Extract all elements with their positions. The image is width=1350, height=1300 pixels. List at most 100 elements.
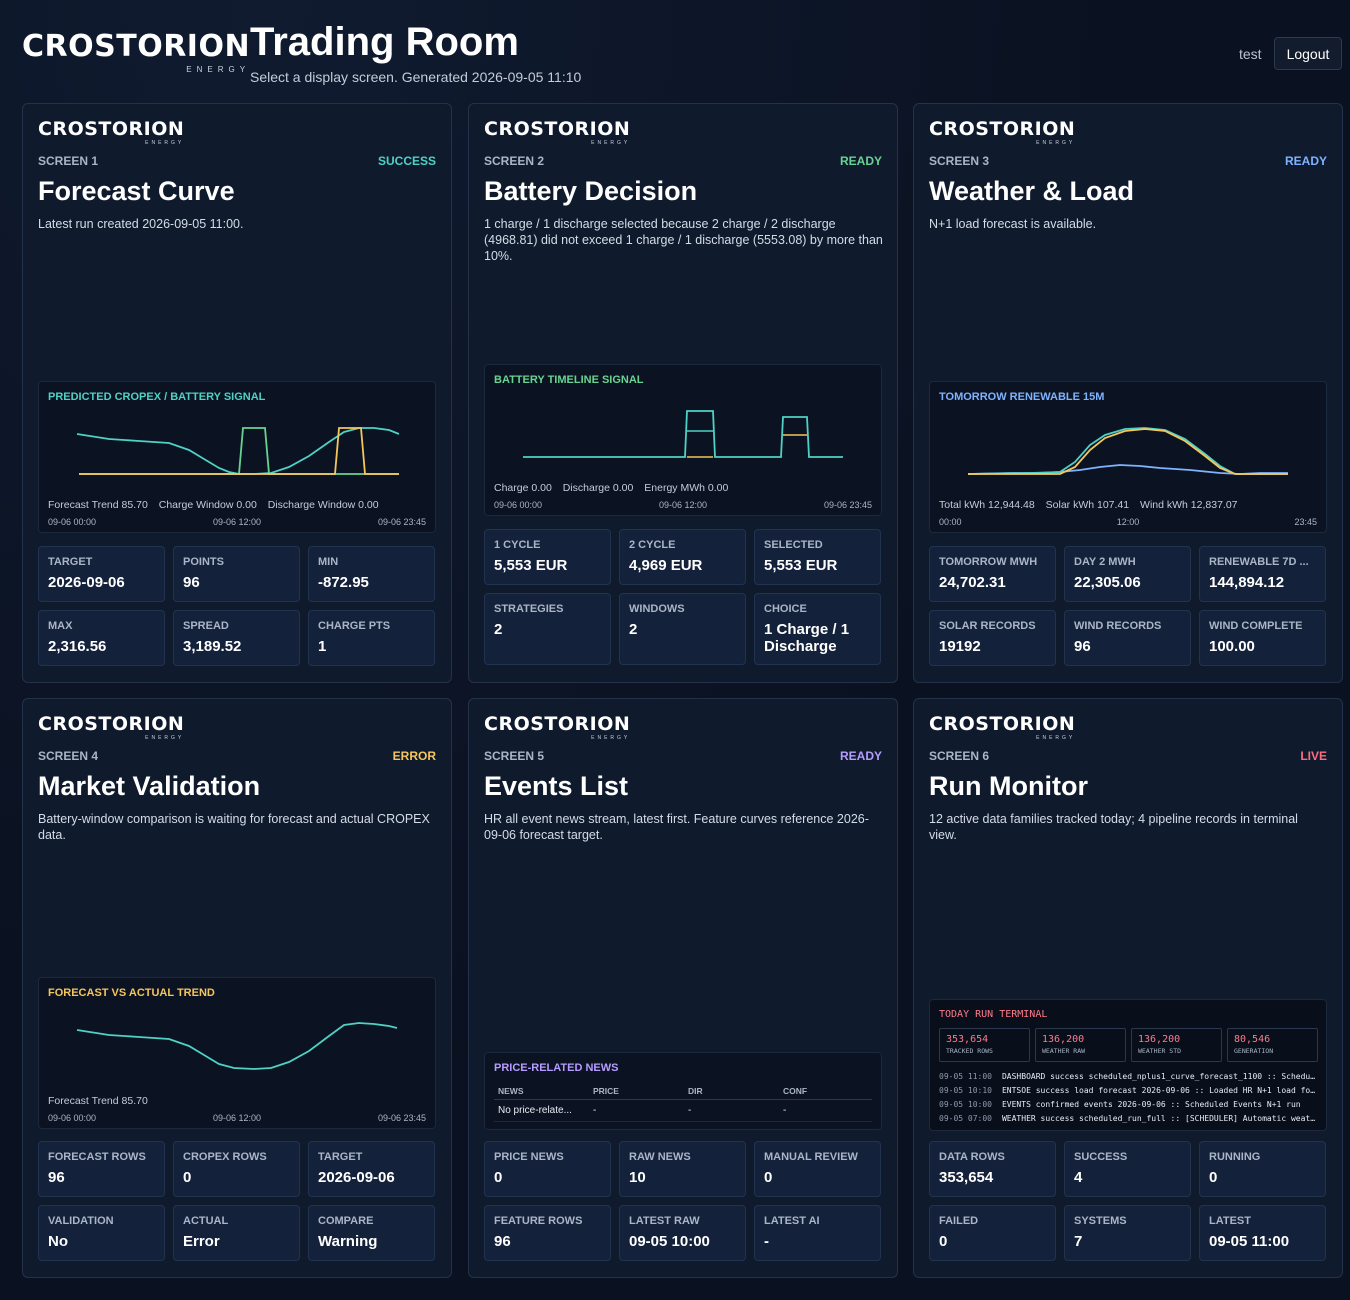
stat-label: SUCCESS: [1074, 1151, 1128, 1163]
stat-latest-raw: LATEST RAW 09-05 10:00: [619, 1205, 746, 1261]
stat-label: FORECAST ROWS: [48, 1151, 146, 1163]
stats-grid: 1 CYCLE 5,553 EUR 2 CYCLE 4,969 EUR SELECT…: [484, 529, 882, 665]
card-logo-word: CROSTORION: [929, 118, 1076, 140]
stat-target: TARGET 2026-09-06: [38, 546, 165, 602]
log-timestamp: 09-05 10:00: [939, 1100, 992, 1109]
screen-card-forecast-curve[interactable]: CROSTORION ENERGY SCREEN 1 SUCCESS Forec…: [22, 103, 452, 683]
x-tick: 00:00: [939, 517, 962, 527]
screen-card-battery-decision[interactable]: CROSTORION ENERGY SCREEN 2 READY Battery…: [468, 103, 898, 683]
chart-title: PREDICTED CROPEX / BATTERY SIGNAL: [48, 391, 266, 403]
user-name: test: [1239, 46, 1262, 62]
stat-value: 10: [629, 1169, 646, 1186]
stat-label: CHOICE: [764, 603, 807, 615]
stat-value: 0: [1209, 1169, 1218, 1186]
stat-label: COMPARE: [318, 1215, 374, 1227]
stat-label: PRICE NEWS: [494, 1151, 564, 1163]
screen-card-weather-load[interactable]: CROSTORION ENERGY SCREEN 3 READY Weather…: [913, 103, 1343, 683]
stat-solar-records: SOLAR RECORDS 19192: [929, 610, 1056, 666]
screen-label: SCREEN 5: [484, 749, 545, 763]
terminal-title: TODAY RUN TERMINAL: [939, 1009, 1048, 1020]
screen-card-run-monitor[interactable]: CROSTORION ENERGY SCREEN 6 LIVE Run Moni…: [913, 698, 1343, 1278]
stat-latest-ai: LATEST AI -: [754, 1205, 881, 1261]
stat-tomorrow-mwh: TOMORROW MWH 24,702.31: [929, 546, 1056, 602]
cell-dir: -: [684, 1099, 779, 1122]
stat-label: WIND COMPLETE: [1209, 620, 1303, 632]
legend-total: Total kWh 12,944.48: [939, 499, 1035, 511]
page-subtitle: Select a display screen. Generated 2026-…: [250, 69, 582, 85]
stat-value: 100.00: [1209, 638, 1255, 655]
stat-label: TARGET: [318, 1151, 363, 1163]
stat-compare: COMPARE Warning: [308, 1205, 435, 1261]
stat-value: 19192: [939, 638, 981, 655]
card-title: Events List: [484, 771, 629, 801]
stat-value: 7: [1074, 1233, 1083, 1250]
card-logo-word: CROSTORION: [38, 713, 185, 735]
stat-label: TARGET: [48, 556, 93, 568]
card-description: 12 active data families tracked today; 4…: [929, 812, 1298, 842]
stat-value: 1: [318, 638, 327, 655]
stat-label: WINDOWS: [629, 603, 685, 615]
stat-label: RAW NEWS: [629, 1151, 691, 1163]
card-description: Battery-window comparison is waiting for…: [38, 812, 430, 842]
card-title: Battery Decision: [484, 176, 698, 206]
status-badge: LIVE: [1300, 749, 1327, 763]
screen-label: SCREEN 3: [929, 154, 990, 168]
screen-card-market-validation[interactable]: CROSTORION ENERGY SCREEN 4 ERROR Market …: [22, 698, 452, 1278]
stat-label: LATEST: [1209, 1215, 1251, 1227]
log-timestamp: 09-05 10:10: [939, 1086, 992, 1095]
card-description: 1 charge / 1 discharge selected because …: [484, 217, 883, 263]
stat-value: 2: [494, 621, 503, 638]
run-terminal: TODAY RUN TERMINAL 353,654 TRACKED ROWS 1…: [929, 999, 1327, 1131]
card-logo-sub: ENERGY: [591, 735, 631, 741]
screen-card-events-list[interactable]: CROSTORION ENERGY SCREEN 5 READY Events …: [468, 698, 898, 1278]
terminal-metric-weather-std: 136,200 WEATHER STD: [1131, 1028, 1222, 1062]
legend-forecast-trend: Forecast Trend 85.70: [48, 1095, 148, 1107]
log-text: DASHBOARD success scheduled_nplus1_curve…: [1001, 1072, 1319, 1081]
column-header-dir: DIR: [684, 1083, 779, 1100]
chart-panel: PREDICTED CROPEX / BATTERY SIGNAL Foreca…: [38, 381, 436, 533]
chart-legend: Forecast Trend 85.70 Charge Window 0.00 …: [48, 499, 387, 511]
metric-label: TRACKED ROWS: [946, 1047, 993, 1055]
card-logo-word: CROSTORION: [484, 118, 631, 140]
status-badge: READY: [839, 154, 882, 168]
stats-grid: FORECAST ROWS 96 CROPEX ROWS 0 TARGET 2026-…: [38, 1141, 436, 1261]
card-title: Run Monitor: [929, 771, 1088, 801]
discharge-window-line: [79, 427, 399, 475]
stat-value: 4,969 EUR: [629, 557, 703, 574]
stat-value: 2,316.56: [48, 638, 107, 655]
forecast-trend-line: [76, 1022, 398, 1070]
chart-panel: BATTERY TIMELINE SIGNAL Charge 0.00 Disc…: [484, 364, 882, 516]
card-description: N+1 load forecast is available.: [929, 217, 1097, 231]
legend-wind: Wind kWh 12,837.07: [1140, 499, 1238, 511]
log-line: 09-05 10:00 EVENTS confirmed events 2026-…: [939, 1098, 1319, 1112]
stat-label: FEATURE ROWS: [494, 1215, 583, 1227]
logout-button[interactable]: Logout: [1274, 37, 1342, 70]
stat-label: SELECTED: [764, 539, 823, 551]
metric-value: 80,546: [1234, 1034, 1271, 1045]
stat-target: TARGET 2026-09-06: [308, 1141, 435, 1197]
terminal-metric-tracked-rows: 353,654 TRACKED ROWS: [939, 1028, 1030, 1062]
stat-charge-pts: CHARGE PTS 1: [308, 610, 435, 666]
stat-value: 2026-09-06: [48, 574, 125, 591]
stat-label: DATA ROWS: [939, 1151, 1005, 1163]
legend-energy: Energy MWh 0.00: [644, 482, 729, 494]
card-description: Latest run created 2026-09-05 11:00.: [38, 217, 244, 231]
stat-running: RUNNING 0: [1199, 1141, 1326, 1197]
card-logo-sub: ENERGY: [1036, 735, 1076, 741]
stat-value: 144,894.12: [1209, 574, 1285, 591]
renewable-chart: [967, 427, 1288, 475]
metric-label: GENERATION: [1234, 1047, 1274, 1055]
table-row[interactable]: No price-relate... - - -: [494, 1099, 872, 1122]
card-logo-sub: ENERGY: [145, 735, 185, 741]
x-tick: 09-06 12:00: [212, 517, 262, 527]
charge-window-line: [79, 427, 399, 475]
card-logo-word: CROSTORION: [929, 713, 1076, 735]
stat-value: 353,654: [939, 1169, 994, 1186]
card-title: Weather & Load: [929, 176, 1135, 206]
log-line: 09-05 10:10 ENTSOE success load forecast …: [939, 1084, 1319, 1098]
stat-value: 09-05 11:00: [1209, 1233, 1290, 1250]
stat-value: No: [48, 1233, 68, 1250]
log-text: EVENTS confirmed events 2026-09-06 :: Sc…: [1001, 1100, 1301, 1109]
x-tick: 09-06 23:45: [823, 500, 872, 510]
card-logo: CROSTORION ENERGY: [484, 120, 630, 146]
